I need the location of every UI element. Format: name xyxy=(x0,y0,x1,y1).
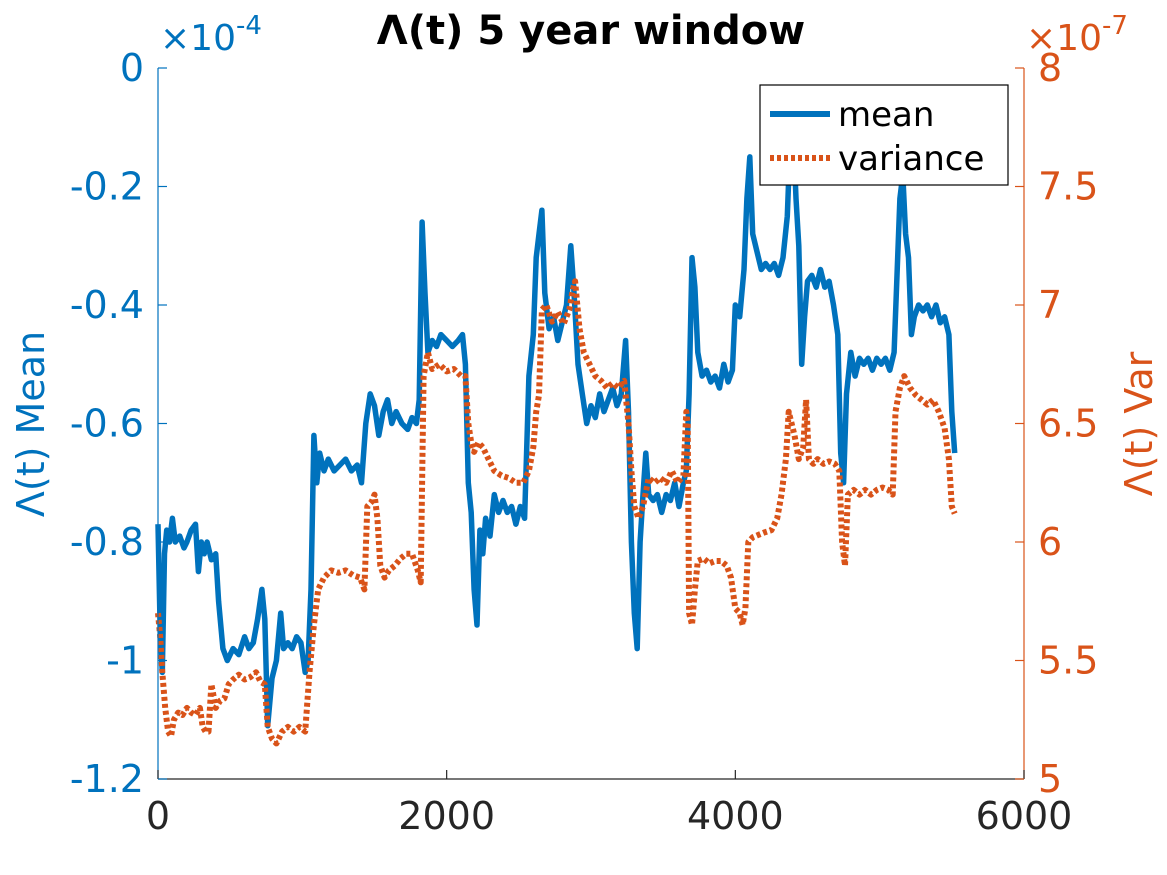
x-tick-label: 2000 xyxy=(398,794,495,838)
series-line-variance xyxy=(155,278,958,747)
chart-title: Λ(t) 5 year window xyxy=(377,8,805,54)
right-y-tick-label: 6.5 xyxy=(1038,402,1098,446)
right-exponent-label: ×10-7 xyxy=(1026,11,1128,59)
legend-variance-label: variance xyxy=(838,139,984,179)
left-y-tick-label: -0.4 xyxy=(70,283,144,327)
axes-layer: 0 2000 4000 6000 0 -0.2 -0.4 -0.6 -0.8 -1 -1.2 8 7.5… xyxy=(70,46,1099,838)
right-y-tick-label: 8 xyxy=(1038,46,1062,90)
left-exponent-label: ×10-4 xyxy=(160,11,262,59)
legend-mean-label: mean xyxy=(838,95,934,135)
left-y-tick-label: 0 xyxy=(120,46,144,90)
right-exponent-power: -7 xyxy=(1102,11,1128,41)
x-tick-label: 6000 xyxy=(976,794,1073,838)
series-line-mean xyxy=(155,124,958,729)
left-y-tick-label: -1 xyxy=(106,639,144,683)
left-y-tick-label: -0.2 xyxy=(70,165,144,209)
left-y-tick-label: -1.2 xyxy=(70,757,144,801)
right-y-tick-label: 6 xyxy=(1038,520,1062,564)
right-y-tick-label: 7 xyxy=(1038,283,1062,327)
left-exponent-power: -4 xyxy=(236,11,262,41)
legend: mean variance xyxy=(759,84,1009,186)
right-y-tick-label: 5.5 xyxy=(1038,639,1098,683)
left-y-tick-label: -0.8 xyxy=(70,520,144,564)
left-y-tick-label: -0.6 xyxy=(70,402,144,446)
right-y-axis-label: Λ(t) Var xyxy=(1117,351,1161,496)
legend-box xyxy=(759,84,1009,186)
right-y-tick-label: 5 xyxy=(1038,757,1062,801)
right-y-tick-label: 7.5 xyxy=(1038,165,1098,209)
series-layer xyxy=(155,124,958,747)
x-tick-label: 0 xyxy=(146,794,170,838)
x-tick-label: 4000 xyxy=(687,794,784,838)
left-y-axis-label: Λ(t) Mean xyxy=(9,331,53,517)
